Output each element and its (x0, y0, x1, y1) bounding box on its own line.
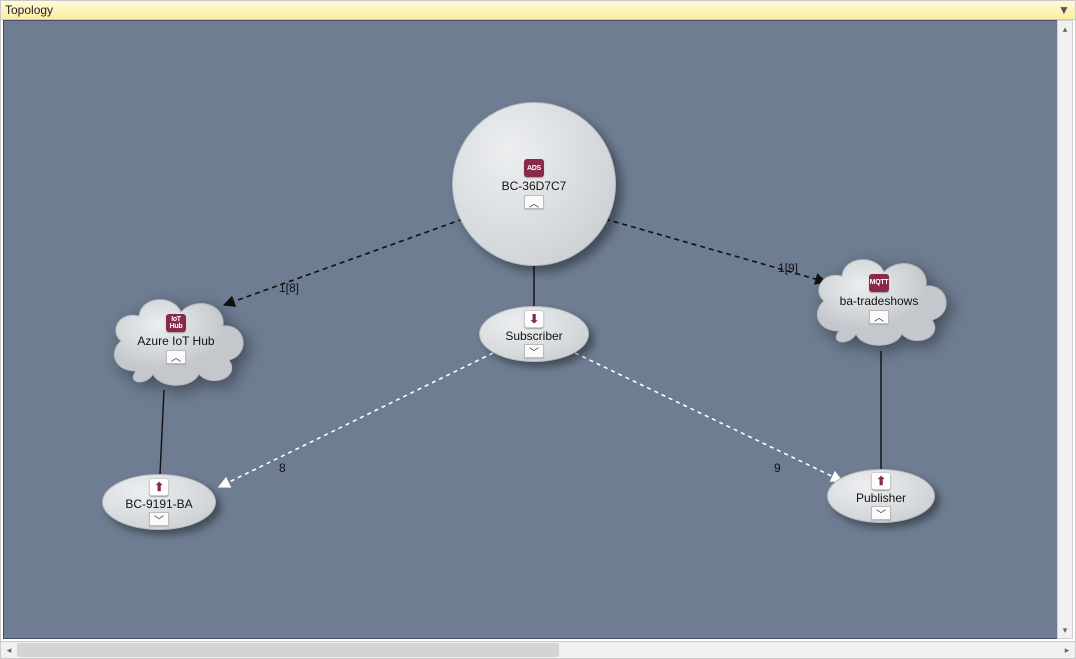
edge-bc36-azure (224, 219, 463, 305)
node-bc36[interactable]: ADS BC-36D7C7 ︿ (452, 102, 616, 266)
collapse-button[interactable]: ︿ (166, 350, 186, 364)
node-bc9191[interactable]: ⬆BC-9191-BA﹀ (102, 474, 216, 530)
node-label: ba-tradeshows (840, 294, 919, 308)
edge-bc36-trade (605, 219, 826, 282)
edge-subscriber-publisher (575, 353, 842, 481)
node-label: Azure IoT Hub (137, 334, 214, 348)
node-subscriber[interactable]: ⬇Subscriber﹀ (479, 306, 589, 362)
edge-label: 1[9] (778, 261, 798, 275)
hscroll-thumb[interactable] (17, 643, 559, 657)
hscroll-track[interactable] (17, 642, 1059, 658)
title-bar-text: Topology (5, 3, 1057, 17)
scroll-right-icon[interactable]: ▸ (1059, 642, 1075, 658)
node-badge-icon: ADS (524, 159, 544, 177)
expand-button[interactable]: ﹀ (871, 506, 891, 520)
arrow-down-icon: ⬇ (524, 310, 544, 328)
node-label: BC-9191-BA (125, 497, 192, 511)
vscroll-track[interactable] (1058, 37, 1072, 622)
workspace: 1[8] 1[9] 8 9 ADS BC-36D7C7 ︿ IoTHub Azure IoT H… (0, 20, 1076, 641)
collapse-button[interactable]: ︿ (524, 195, 544, 209)
scroll-down-icon[interactable]: ▾ (1058, 622, 1072, 638)
vertical-scrollbar[interactable]: ▴ ▾ (1057, 20, 1073, 639)
edge-label: 1[8] (279, 281, 299, 295)
collapse-button[interactable]: ︿ (869, 310, 889, 324)
scroll-left-icon[interactable]: ◂ (1, 642, 17, 658)
node-azure[interactable]: IoTHub Azure IoT Hub ︿ (101, 286, 251, 391)
expand-button[interactable]: ﹀ (149, 512, 169, 526)
scroll-up-icon[interactable]: ▴ (1058, 21, 1072, 37)
topology-canvas[interactable]: 1[8] 1[9] 8 9 ADS BC-36D7C7 ︿ IoTHub Azure IoT H… (3, 20, 1059, 639)
node-trade[interactable]: MQTT ba-tradeshows ︿ (804, 246, 954, 351)
edge-subscriber-bc9191 (219, 353, 493, 487)
expand-button[interactable]: ﹀ (524, 344, 544, 358)
horizontal-scrollbar[interactable]: ◂ ▸ (1, 642, 1075, 658)
edge-label: 8 (279, 461, 286, 475)
title-bar-dropdown-icon[interactable]: ▼ (1057, 4, 1071, 16)
node-label: BC-36D7C7 (502, 179, 567, 193)
title-bar: Topology ▼ (0, 0, 1076, 20)
arrow-up-icon: ⬆ (149, 478, 169, 496)
node-badge-icon: MQTT (869, 274, 889, 292)
node-label: Subscriber (505, 329, 562, 343)
edge-azure-bc9191 (160, 390, 164, 474)
node-label: Publisher (856, 491, 906, 505)
arrow-up-icon: ⬆ (871, 472, 891, 490)
node-publisher[interactable]: ⬆Publisher﹀ (827, 469, 935, 523)
horizontal-scrollbar-row: ◂ ▸ (0, 641, 1076, 659)
node-badge-icon: IoTHub (166, 314, 186, 332)
edge-label: 9 (774, 461, 781, 475)
